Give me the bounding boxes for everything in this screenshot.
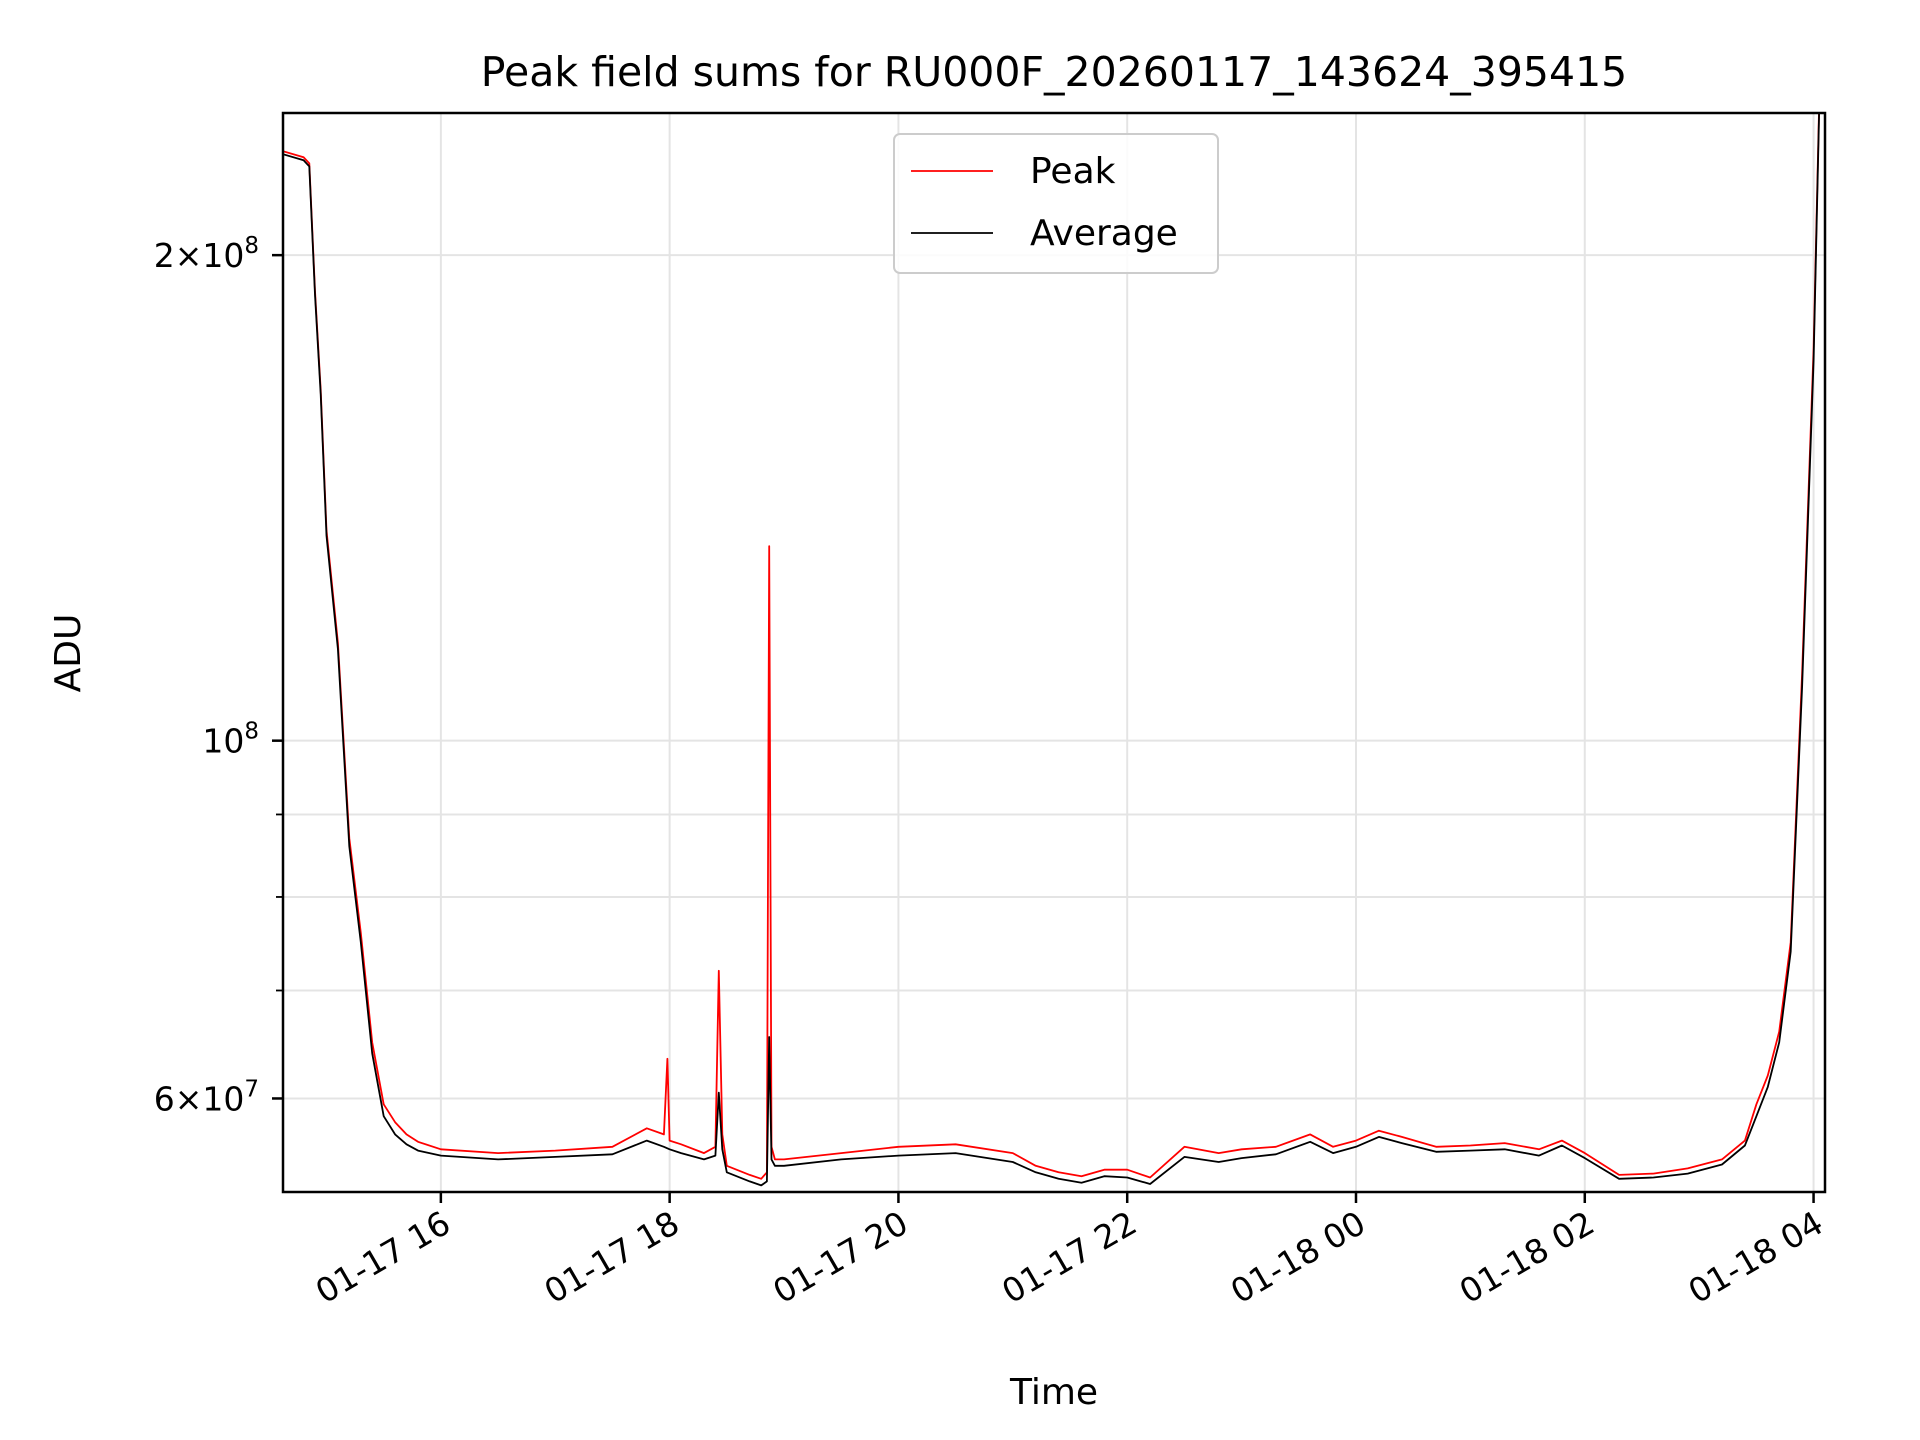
chart-title: Peak field sums for RU000F_20260117_1436… <box>481 48 1628 96</box>
series-layer <box>283 113 1821 1187</box>
x-tick-label: 01-18 02 <box>1453 1203 1601 1311</box>
y-tick-label: 2×108 <box>154 233 259 275</box>
grid-layer <box>283 113 1825 1192</box>
y-axis-label: ADU <box>48 614 89 693</box>
series-line-peak <box>283 113 1820 1180</box>
x-tick-label: 01-18 00 <box>1224 1203 1372 1311</box>
y-tick-label: 6×107 <box>154 1076 259 1118</box>
y-tick-label: 108 <box>202 719 259 761</box>
x-tick-label: 01-17 22 <box>995 1203 1143 1311</box>
legend: Peak Average <box>893 133 1219 274</box>
legend-box <box>893 133 1219 274</box>
x-axis-label: Time <box>1009 1372 1098 1413</box>
x-tick-label: 01-18 04 <box>1682 1203 1830 1311</box>
x-tick-label: 01-17 20 <box>766 1203 914 1311</box>
legend-average-label: Average <box>1030 213 1178 254</box>
series-line-average <box>283 113 1821 1187</box>
plot-frame <box>281 111 1827 1194</box>
x-tick-label: 01-17 16 <box>309 1203 457 1311</box>
x-tick-label: 01-17 18 <box>538 1203 686 1311</box>
legend-peak-label: Peak <box>1030 151 1116 192</box>
